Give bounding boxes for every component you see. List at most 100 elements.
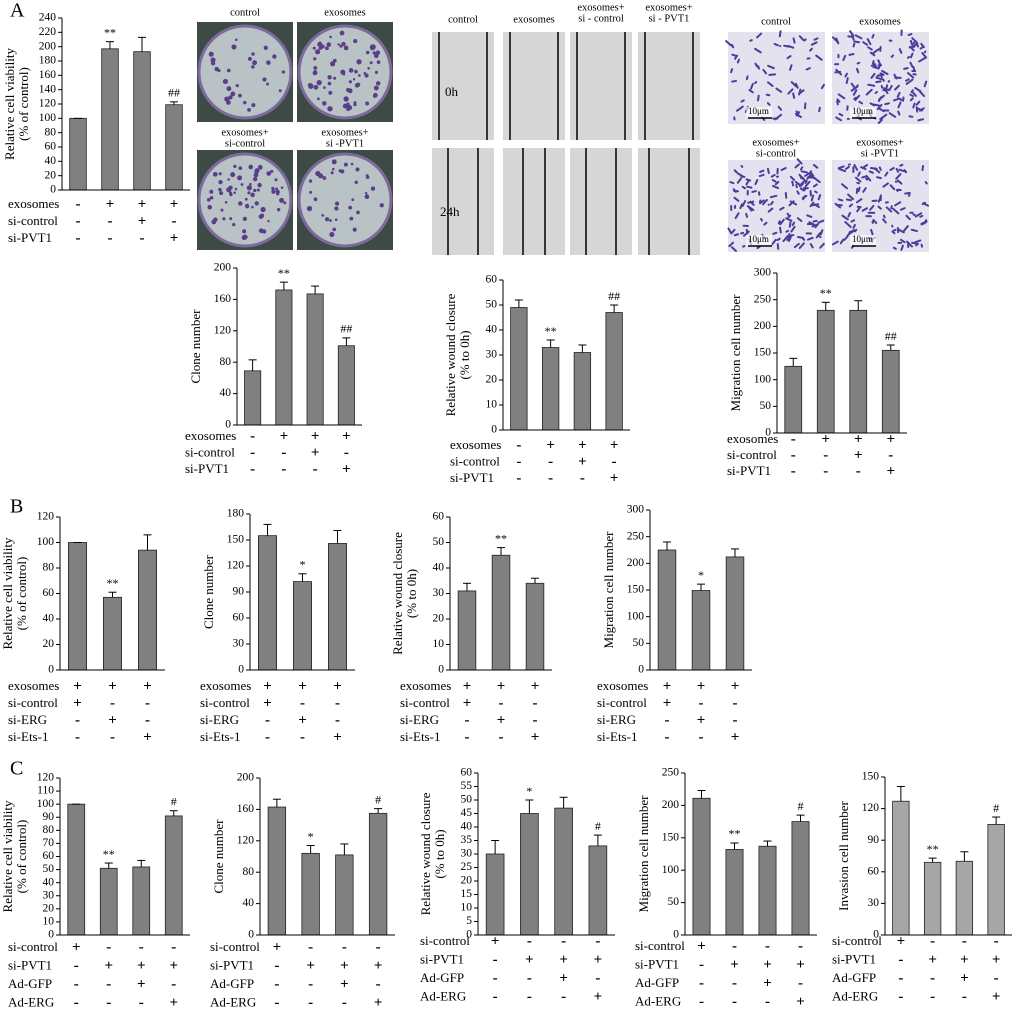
treatment-name: si-control <box>727 447 777 462</box>
colony <box>315 49 321 55</box>
cell <box>740 231 745 235</box>
cell <box>839 238 845 245</box>
treatment-mark: - <box>493 989 498 1005</box>
wound-photo <box>503 148 565 255</box>
cell <box>785 217 793 222</box>
bar <box>337 345 355 426</box>
treatment-mark: - <box>281 445 286 461</box>
cell <box>923 80 928 88</box>
treatment-name: Ad-ERG <box>635 993 681 1008</box>
cell <box>870 228 874 236</box>
y-axis-label: Clone number <box>201 554 216 629</box>
treatment-mark: - <box>733 712 738 728</box>
treatment-mark: + <box>342 461 351 477</box>
treatment-mark: + <box>333 729 342 745</box>
cell <box>765 93 771 97</box>
treatment-name: si-PVT1 <box>635 956 679 971</box>
treatment-name: exosomes <box>450 437 501 452</box>
y-tick-label: 0 <box>248 929 254 941</box>
bar <box>306 293 324 426</box>
image-title: exosomes+ <box>645 2 692 13</box>
treatment-mark: - <box>108 230 113 246</box>
colony <box>222 217 226 221</box>
cell <box>907 33 913 37</box>
significance: * <box>300 558 306 572</box>
image-title: si - PVT1 <box>649 13 690 24</box>
colony <box>327 75 332 80</box>
bar <box>491 554 511 671</box>
treatment-name: Ad-ERG <box>420 988 466 1003</box>
colony <box>218 172 222 176</box>
y-tick-label: 20 <box>486 374 498 386</box>
cell <box>754 179 759 186</box>
y-tick-label: 60 <box>45 141 57 153</box>
treatment-mark: - <box>561 989 566 1005</box>
cell <box>740 164 744 168</box>
colony <box>250 192 255 198</box>
colony <box>329 232 335 238</box>
y-tick-label: 50 <box>633 637 645 649</box>
cell <box>907 193 911 197</box>
colony <box>259 213 265 218</box>
cell <box>903 67 909 70</box>
cell <box>779 218 785 226</box>
treatment-mark: + <box>340 976 349 992</box>
cell <box>850 82 856 88</box>
cell <box>878 94 885 101</box>
y-axis-label: Invasion cell number <box>836 800 851 910</box>
treatment-name: si-control <box>8 213 58 228</box>
image-title: exosomes <box>324 7 365 18</box>
treatment-mark: + <box>169 958 178 974</box>
cell <box>882 182 889 188</box>
y-tick-label: 0 <box>48 664 54 676</box>
cell <box>787 234 795 238</box>
cell <box>733 233 740 237</box>
cell <box>807 236 814 241</box>
image-title: si -PVT1 <box>861 148 899 159</box>
cell <box>906 72 915 79</box>
bar <box>137 549 157 671</box>
cell <box>874 91 878 94</box>
transwell-photo <box>728 32 825 124</box>
treatment-mark: - <box>930 989 935 1005</box>
y-axis-label: Migration cell number <box>728 294 743 412</box>
y-tick-label: 60 <box>486 274 498 286</box>
y-tick-label: 30 <box>868 897 880 909</box>
cell <box>912 91 917 97</box>
treatment-mark: - <box>527 970 532 986</box>
cell <box>727 227 733 235</box>
treatment-mark: + <box>992 989 1001 1005</box>
y-tick-label: 150 <box>754 347 772 359</box>
cell <box>845 165 850 170</box>
cell <box>748 89 754 94</box>
cell <box>894 84 900 91</box>
colony <box>276 192 280 196</box>
cell <box>921 52 928 59</box>
treatment-name: exosomes <box>400 678 451 693</box>
bar <box>657 549 677 671</box>
cell <box>852 84 859 91</box>
y-tick-label: 250 <box>627 530 645 542</box>
image-title: exosomes+ <box>752 137 799 148</box>
treatment-mark: + <box>796 994 805 1010</box>
cell <box>847 211 852 218</box>
cell <box>857 171 861 177</box>
y-tick-label: 40 <box>461 821 473 833</box>
cell <box>851 34 855 41</box>
y-tick-label: 35 <box>461 834 473 846</box>
colony <box>312 70 318 76</box>
scale-bg <box>746 235 772 246</box>
treatment-name: si-PVT1 <box>727 463 771 478</box>
treatment-mark: - <box>274 995 279 1011</box>
bar <box>133 51 151 191</box>
colony <box>254 168 260 174</box>
colony <box>266 60 271 65</box>
cell <box>866 38 872 46</box>
treatment-mark: + <box>491 933 500 949</box>
y-tick-label: 0 <box>438 664 444 676</box>
y-tick-label: 300 <box>754 267 772 279</box>
cell <box>863 164 869 168</box>
cell <box>921 201 927 206</box>
y-tick-label: 110 <box>37 785 54 797</box>
